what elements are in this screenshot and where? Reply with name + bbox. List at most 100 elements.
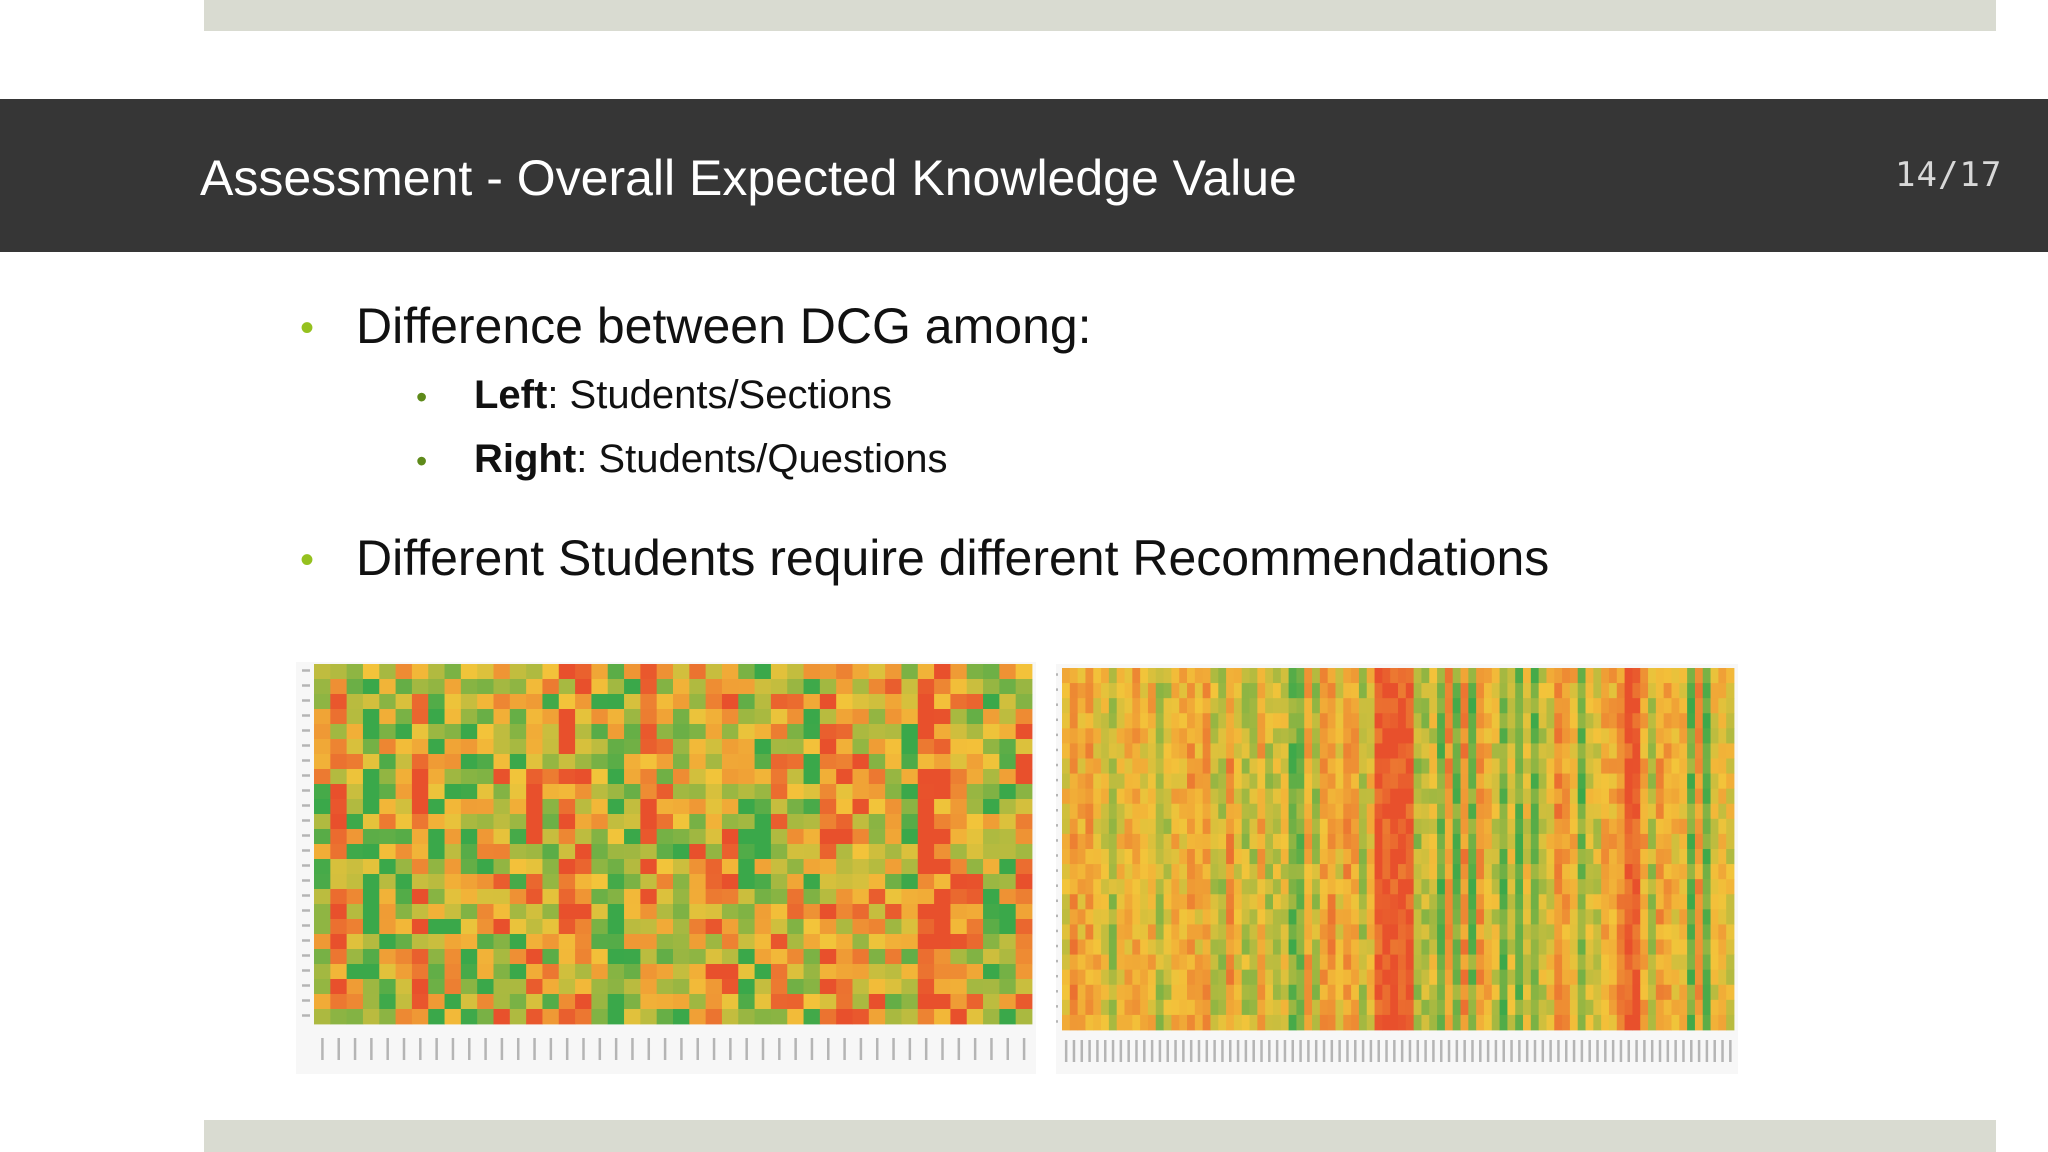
axis-tick-mark (302, 924, 310, 927)
heatmap-cell (656, 829, 674, 845)
heatmap-cell (1155, 909, 1164, 925)
heatmap-cell (1398, 969, 1407, 986)
heatmap-cell (1640, 773, 1649, 790)
heatmap-cell (428, 874, 445, 890)
heatmap-cell (379, 964, 396, 980)
heatmap-cell (1554, 788, 1563, 805)
heatmap-cell (1546, 758, 1555, 774)
heatmap-cell (624, 754, 641, 770)
heatmap-cell (950, 724, 968, 740)
heatmap-cell (1226, 818, 1235, 835)
heatmap-cell (1241, 864, 1250, 880)
heatmap-cell (1116, 818, 1125, 835)
heatmap-cell (1179, 698, 1188, 714)
heatmap-cell (1632, 803, 1641, 820)
heatmap-cell (1272, 788, 1282, 805)
heatmap-cell (1468, 1014, 1477, 1031)
heatmap-cell (1515, 743, 1524, 759)
sub-bullet-text: : Students/Questions (576, 437, 948, 481)
heatmap-cell (1538, 803, 1547, 820)
heatmap-cell (1272, 758, 1282, 774)
heatmap-cell (1429, 969, 1438, 986)
heatmap-cell (493, 709, 511, 725)
heatmap-cell (1233, 924, 1243, 940)
heatmap-cell (950, 709, 968, 725)
heatmap-cell (1413, 849, 1422, 865)
heatmap-cell (885, 814, 902, 830)
heatmap-cell (1304, 728, 1313, 744)
heatmap-cell (1171, 788, 1180, 805)
heatmap-cell (901, 724, 919, 740)
heatmap-cell (1538, 879, 1547, 895)
heatmap-cell (640, 754, 658, 770)
heatmap-cell (656, 934, 674, 950)
axis-tick-mark (1056, 824, 1058, 827)
heatmap-cell (1530, 818, 1540, 835)
heatmap-cell (1296, 773, 1305, 790)
heatmap-cell (1077, 803, 1086, 820)
heatmap-cell (1616, 788, 1625, 805)
heatmap-cell (1608, 788, 1618, 805)
heatmap-cell (1679, 818, 1688, 835)
heatmap-cell (1249, 939, 1258, 955)
heatmap-cell (673, 694, 690, 710)
heatmap-cell (1538, 773, 1547, 790)
heatmap-cell (1116, 939, 1125, 955)
heatmap-cell (1491, 894, 1500, 910)
heatmap-cell (1538, 954, 1547, 971)
heatmap-cell (1101, 818, 1110, 835)
heatmap-cell (673, 739, 690, 755)
heatmap-cell (624, 709, 641, 725)
heatmap-cell (1226, 713, 1235, 729)
heatmap-cell (1296, 999, 1305, 1016)
heatmap-cell (1280, 939, 1289, 955)
heatmap-cell (1210, 758, 1219, 774)
heatmap-cell (1062, 698, 1071, 714)
heatmap-cell (1546, 713, 1555, 729)
heatmap-cell (1366, 773, 1375, 790)
heatmap-cell (346, 769, 364, 785)
heatmap-cell (477, 889, 494, 905)
heatmap-cell (999, 739, 1017, 755)
heatmap-cell (1452, 788, 1461, 805)
heatmap-cell (1546, 894, 1555, 910)
heatmap-cell (1147, 833, 1157, 850)
heatmap-cell (1202, 788, 1211, 805)
heatmap-cell (1616, 879, 1625, 895)
heatmap-cell (493, 874, 511, 890)
heatmap-cell (1398, 818, 1407, 835)
heatmap-cell (1390, 773, 1399, 790)
heatmap-cell (395, 754, 413, 770)
heatmap-cell (1015, 784, 1033, 800)
heatmap-cell (624, 724, 641, 740)
heatmap-cell (346, 934, 364, 950)
heatmap-cell (689, 769, 707, 785)
heatmap-cell (1085, 683, 1094, 699)
heatmap-cell (1390, 713, 1399, 729)
heatmap-cell (460, 1009, 478, 1025)
heatmap-cell (1413, 773, 1422, 790)
heatmap-cell (1069, 939, 1079, 955)
heatmap-cell (1632, 743, 1641, 759)
axis-tick-mark (810, 1038, 814, 1060)
heatmap-cell (330, 844, 348, 860)
heatmap-cell (1327, 939, 1336, 955)
heatmap-cell (1476, 833, 1485, 850)
axis-tick-mark (1006, 1038, 1010, 1060)
heatmap-cell (1194, 1014, 1204, 1031)
heatmap-cell (395, 859, 413, 875)
heatmap-cell (1351, 864, 1360, 880)
heatmap-cell (673, 889, 690, 905)
heatmap-cell (1608, 864, 1618, 880)
heatmap-cell (1265, 743, 1274, 759)
heatmap-cell (966, 664, 984, 680)
heatmap-cell (983, 994, 1000, 1010)
heatmap-cell (1288, 984, 1297, 1001)
heatmap-cell (705, 874, 723, 890)
heatmap-cell (1562, 849, 1571, 865)
heatmap-cell (950, 754, 968, 770)
heatmap-cell (1405, 954, 1415, 971)
heatmap-cell (1218, 1014, 1227, 1031)
heatmap-cell (330, 874, 348, 890)
heatmap-cell (558, 874, 576, 890)
